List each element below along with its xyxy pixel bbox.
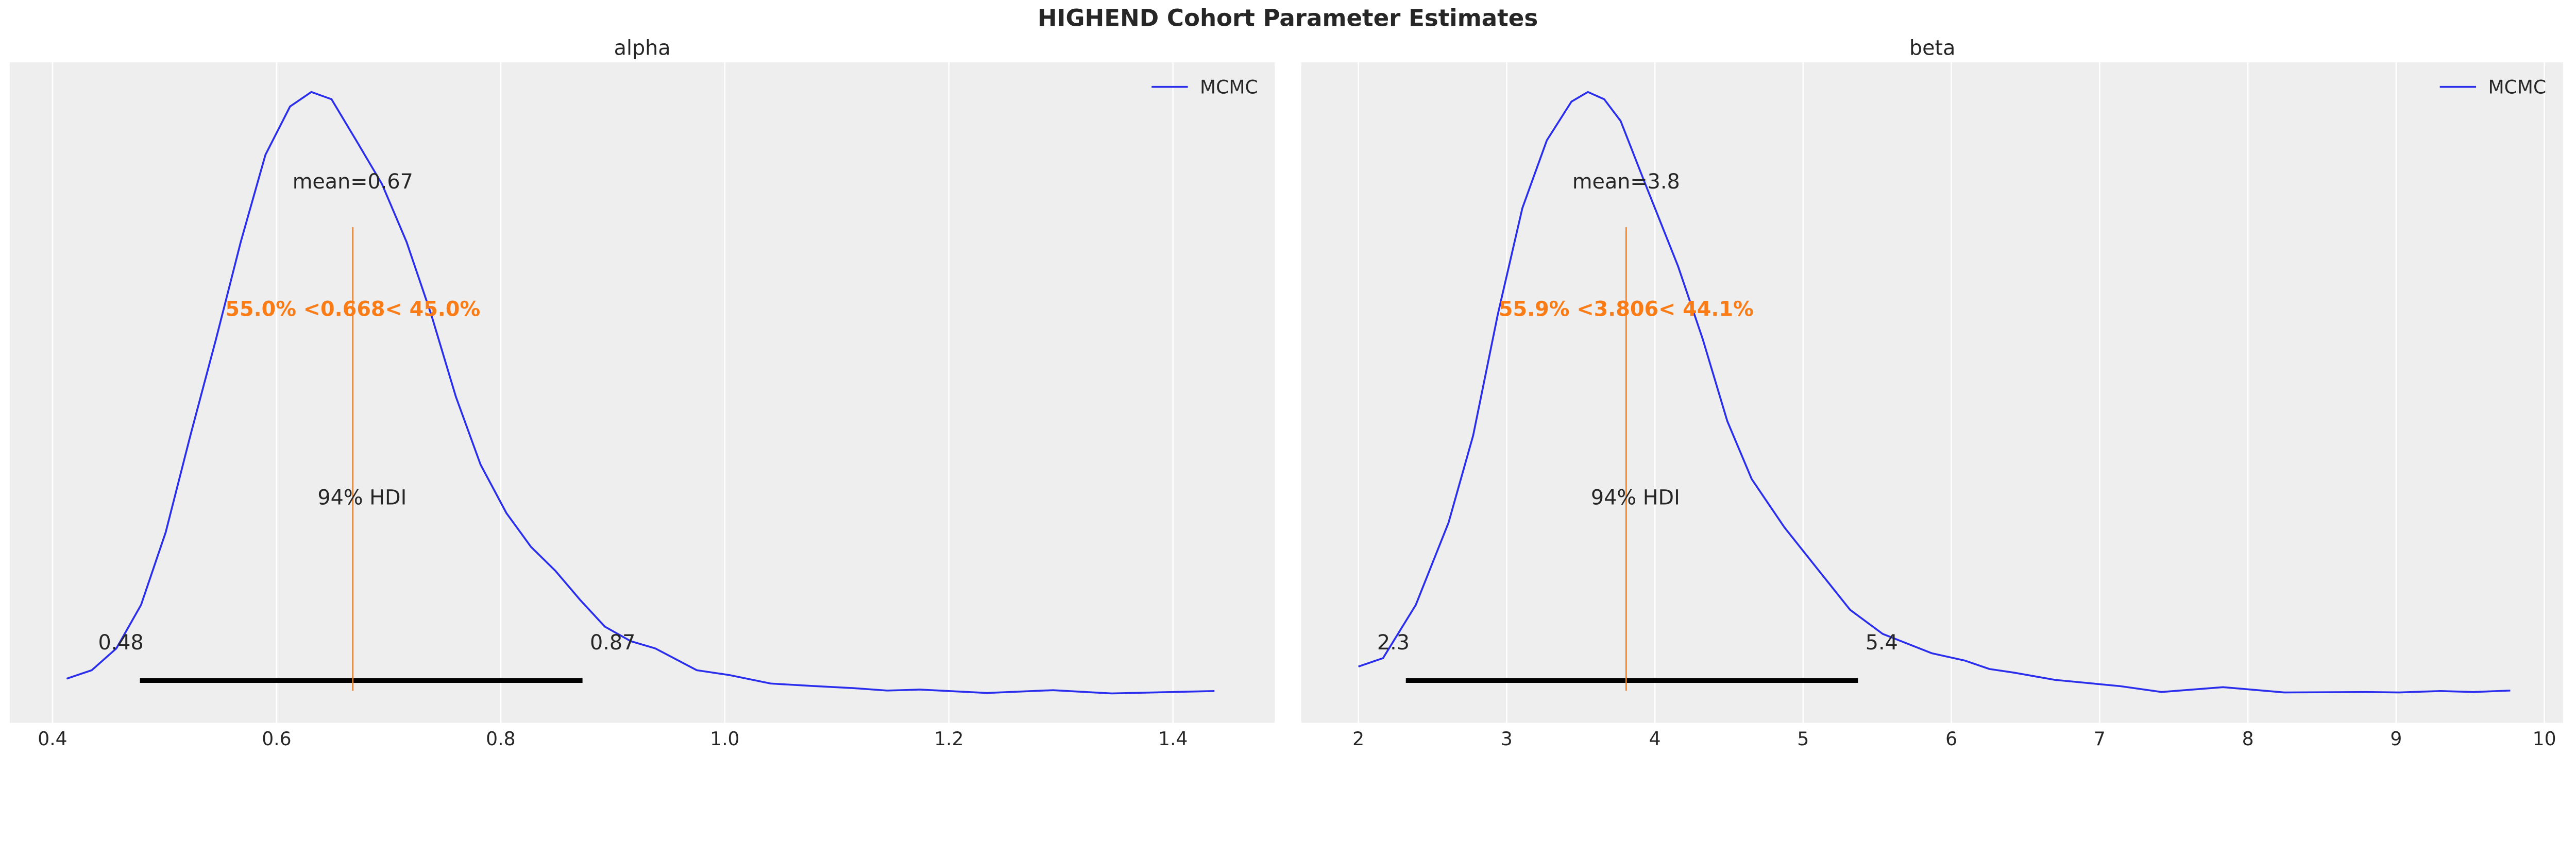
x-tick-label: 1.4 <box>1158 728 1188 750</box>
x-tick-label: 5 <box>1797 728 1809 750</box>
axes-background <box>1301 62 2563 723</box>
hdi-label: 94% HDI <box>1591 486 1680 510</box>
hdi-label: 94% HDI <box>317 486 406 510</box>
mean-label: mean=3.8 <box>1572 170 1680 194</box>
x-tick-label: 3 <box>1501 728 1513 750</box>
subplot-beta: beta 2 3 4 5 6 7 8 9 10 mean=3.8 55.9% <3.806< 44.… <box>1301 36 2563 750</box>
mean-label: mean=0.67 <box>293 170 413 194</box>
subplot-alpha: alpha 0.4 0.6 0.8 1.0 1.2 1.4 mean=0.67 55.0% <… <box>9 36 1275 750</box>
point-estimate-label: 55.0% <0.668< 45.0% <box>225 297 480 321</box>
x-tick-label: 8 <box>2242 728 2254 750</box>
x-tick-label: 1.0 <box>710 728 739 750</box>
x-tick-label: 4 <box>1649 728 1661 750</box>
x-tick-label: 0.4 <box>38 728 67 750</box>
hdi-low-label: 2.3 <box>1377 631 1410 655</box>
x-tick-label: 6 <box>1945 728 1957 750</box>
kde-line <box>66 91 1215 695</box>
hdi-low-label: 0.48 <box>98 631 143 655</box>
x-tick-label: 9 <box>2390 728 2402 750</box>
x-tick-label: 1.2 <box>934 728 963 750</box>
kde-line <box>1358 91 2511 694</box>
point-estimate-label: 55.9% <3.806< 44.1% <box>1499 297 1754 321</box>
x-tick-label: 0.6 <box>262 728 291 750</box>
subplot-title: beta <box>1909 36 1955 60</box>
axes-background <box>9 62 1275 723</box>
x-tick-label: 7 <box>2094 728 2106 750</box>
hdi-high-label: 0.87 <box>590 631 635 655</box>
legend: MCMC <box>1151 76 1258 98</box>
x-tick-label: 2 <box>1352 728 1364 750</box>
x-tick-label: 0.8 <box>486 728 515 750</box>
x-tick-label: 10 <box>2533 728 2556 750</box>
legend-label: MCMC <box>1200 76 1258 98</box>
figure-title: HIGHEND Cohort Parameter Estimates <box>1038 5 1538 32</box>
figure: HIGHEND Cohort Parameter Estimates alpha… <box>9 5 2563 750</box>
subplot-title: alpha <box>614 36 671 60</box>
legend: MCMC <box>2439 76 2546 98</box>
hdi-high-label: 5.4 <box>1866 631 1898 655</box>
legend-label: MCMC <box>2488 76 2546 98</box>
